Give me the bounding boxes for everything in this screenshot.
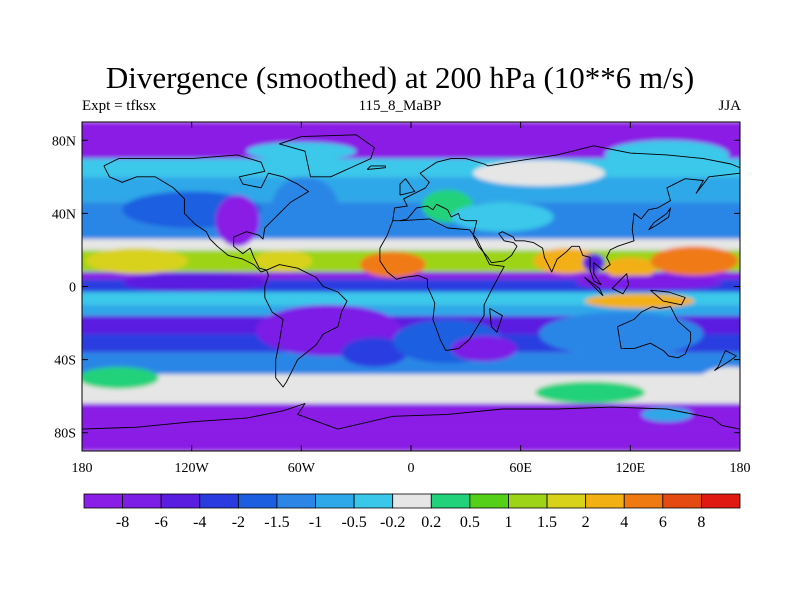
y-tick-label: 80S [54, 427, 76, 442]
colorbar-label: 2 [582, 514, 590, 531]
coastline [264, 264, 348, 388]
field-cell [641, 407, 693, 422]
field-cell [122, 273, 269, 292]
colorbar-swatch [662, 493, 702, 509]
colorbar-swatch [315, 493, 355, 509]
field-cell [473, 160, 605, 186]
field-band [82, 429, 740, 451]
field-cell [215, 195, 260, 247]
field-cell [697, 366, 740, 397]
field-cell [253, 249, 313, 272]
coastline [617, 306, 692, 359]
colorbar-label: -0.2 [380, 514, 405, 531]
x-tick-label: 0 [408, 461, 415, 476]
x-tick-label: 60W [288, 461, 316, 476]
field-cell [341, 337, 408, 367]
coastline [399, 178, 416, 196]
colorbar-swatch [392, 493, 432, 509]
season-label: JJA [718, 98, 741, 114]
field-cell [538, 312, 704, 356]
field-band [82, 271, 740, 280]
x-tick-label: 120E [616, 461, 646, 476]
x-tick-label: 60E [509, 461, 532, 476]
coastline [82, 403, 740, 430]
coastline [399, 172, 740, 286]
field-cell [584, 293, 695, 309]
colorbar-label: 4 [620, 514, 628, 531]
colorbar-label: -8 [116, 514, 129, 531]
colorbar: -8 -6 -4 -2 -1.5 -1 -0.5 -0.2 0.2 0.5 1 1.5 2 4 6 8 [83, 493, 741, 531]
x-tick-label: 180 [730, 461, 751, 476]
colorbar-swatch [122, 493, 162, 509]
map-axes: 180 120W 60W 0 60E 120E 180 80N 40N 0 40S 80S [52, 122, 751, 476]
field-cell [604, 257, 656, 280]
field-cell [451, 335, 518, 362]
colorbar-label: 1.5 [537, 514, 557, 531]
colorbar-swatch [237, 493, 278, 509]
field-band [82, 291, 740, 305]
colorbar-label: 8 [697, 514, 705, 531]
coastline [714, 350, 737, 371]
field-band [82, 352, 740, 375]
field-cell [650, 246, 739, 276]
coastline [489, 308, 503, 333]
colorbar-label: -1 [309, 514, 322, 531]
field-cell [535, 381, 645, 404]
field-cell [272, 176, 338, 236]
y-tick-label: 40N [52, 207, 76, 222]
colorbar-swatch [701, 493, 741, 509]
coastline [648, 207, 671, 231]
colorbar-label: -2 [232, 514, 245, 531]
colorbar-label: 0.2 [421, 514, 441, 531]
y-tick-label: 80N [52, 134, 76, 149]
colorbar-label: -1.5 [264, 514, 289, 531]
colorbar-label: 0.5 [460, 514, 480, 531]
coastline [611, 273, 629, 295]
colorbar-swatch [430, 493, 471, 509]
coastline [650, 289, 686, 306]
coastline [392, 145, 740, 221]
divergence-field [82, 122, 740, 451]
colorbar-swatch [353, 493, 394, 509]
colorbar-swatch [623, 493, 664, 509]
colorbar-swatch [546, 493, 587, 509]
colorbar-label: -4 [193, 514, 206, 531]
coastline [366, 165, 386, 170]
x-tick-label: 120W [175, 461, 210, 476]
colorbar-label: 1 [504, 514, 512, 531]
field-cell [575, 275, 722, 291]
colorbar-swatch [585, 493, 625, 509]
field-cell [85, 248, 189, 274]
y-tick-label: 0 [69, 281, 76, 296]
field-cell [82, 366, 159, 389]
coastline [278, 134, 375, 178]
colorbar-swatch [469, 493, 509, 509]
field-cell [359, 251, 426, 278]
colorbar-label: 6 [659, 514, 667, 531]
colorbar-swatch [199, 493, 239, 509]
field-cell [246, 142, 357, 161]
colorbar-swatch [508, 493, 548, 509]
experiment-label: Expt = tfksx [82, 98, 157, 114]
coastlines [82, 134, 740, 430]
coastline [584, 277, 604, 297]
colorbar-swatch [160, 493, 201, 509]
field-cell [451, 202, 554, 232]
y-tick-label: 40S [54, 354, 76, 369]
colorbar-label: -0.5 [341, 514, 366, 531]
colorbar-swatch [276, 493, 316, 509]
colorbar-label: -6 [155, 514, 168, 531]
field-band [82, 374, 740, 404]
plot-title: Divergence (smoothed) at 200 hPa (10**6 … [105, 60, 695, 95]
x-tick-label: 180 [72, 461, 93, 476]
field-band [82, 238, 740, 250]
field-band [82, 304, 740, 316]
coastline [103, 154, 310, 273]
colorbar-swatch [83, 493, 123, 509]
run-label: 115_8_MaBP [358, 98, 442, 114]
